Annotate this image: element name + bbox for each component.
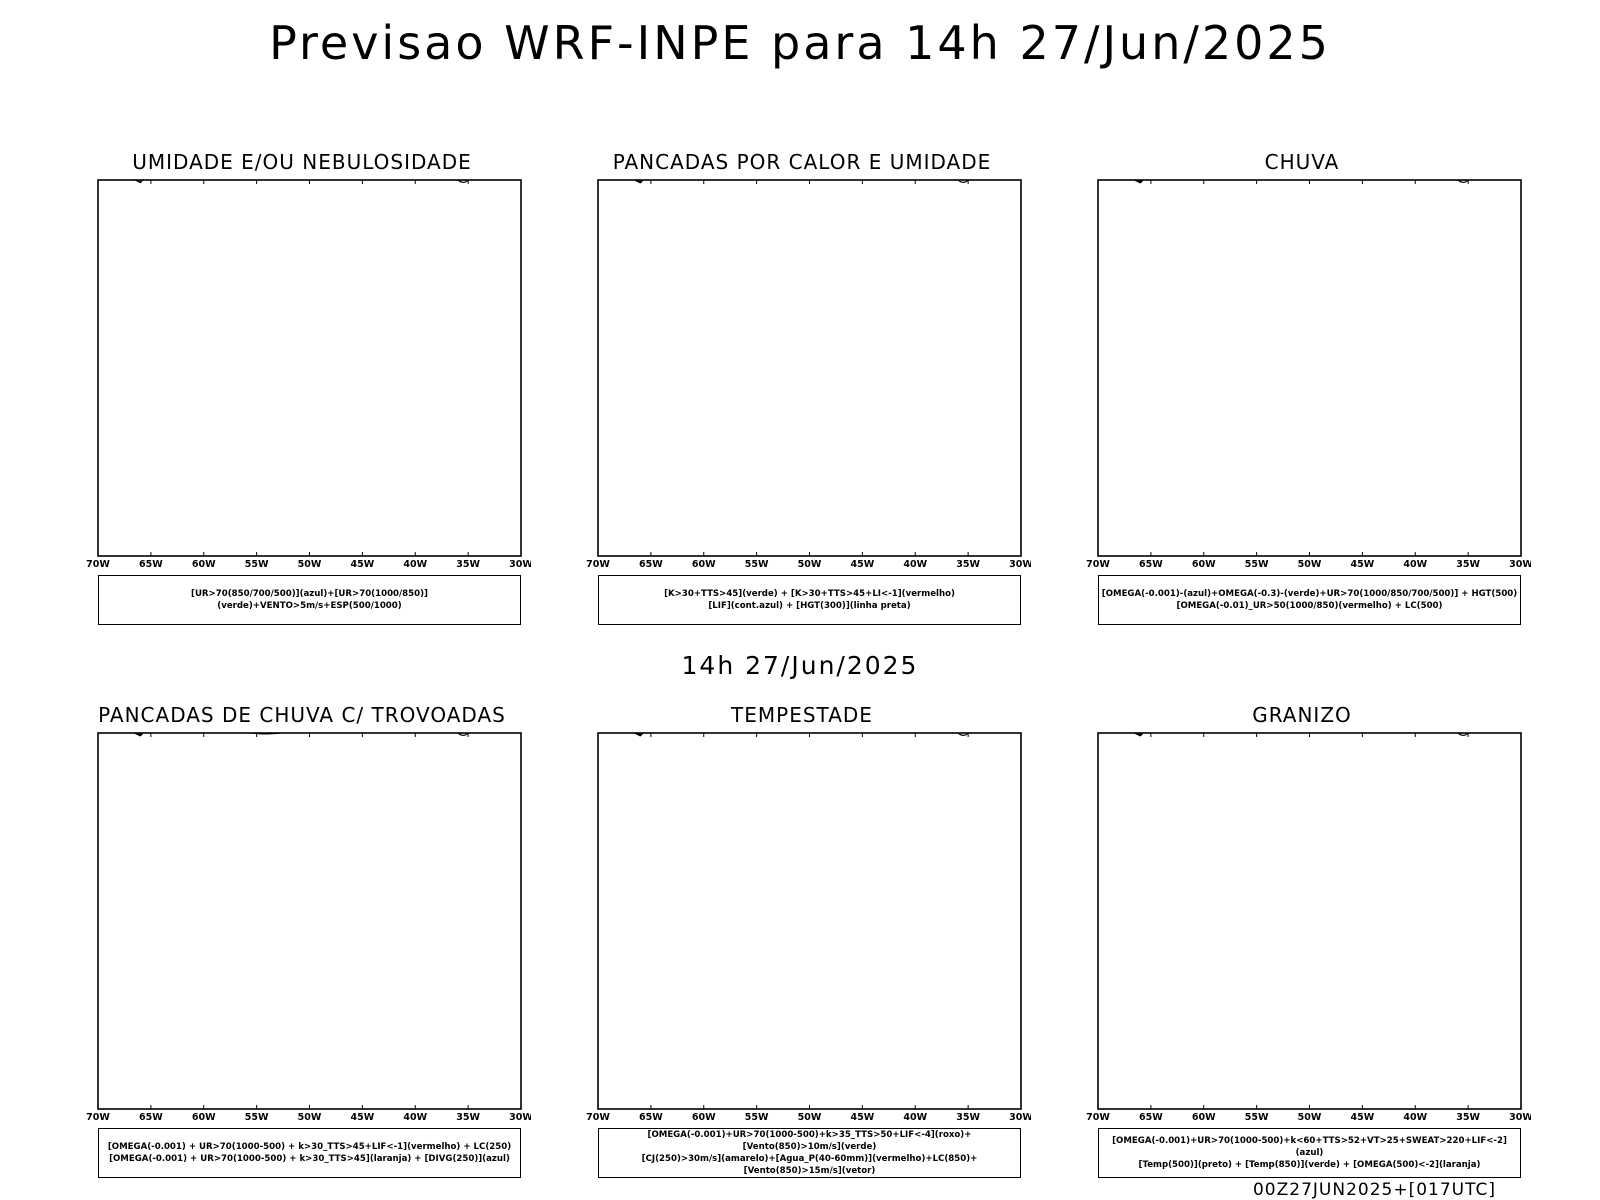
panel-title-umidade: UMIDADE E/OU NEBULOSIDADE xyxy=(132,150,472,174)
lon-tick-label: 70W xyxy=(86,559,110,570)
legend-line: [UR>70(850/700/500)](azul)+[UR>70(1000/8… xyxy=(191,589,428,611)
lon-tick-label: 30W xyxy=(509,1112,531,1123)
lon-tick-label: 35W xyxy=(1456,1112,1480,1123)
lon-tick-label: 65W xyxy=(139,1112,163,1123)
lon-tick-label: 40W xyxy=(1403,1112,1427,1123)
lon-tick-label: 65W xyxy=(1139,559,1163,570)
lon-tick-label: 50W xyxy=(798,559,822,570)
lon-tick-label: 30W xyxy=(509,559,531,570)
legend-box: [OMEGA(-0.001)+UR>70(1000-500)+k<60+TTS>… xyxy=(1098,1128,1521,1178)
lon-tick-label: 35W xyxy=(456,1112,480,1123)
lon-tick-label: 35W xyxy=(956,1112,980,1123)
lon-tick-label: 60W xyxy=(1192,559,1216,570)
legend-box: [K>30+TTS>45](verde) + [K>30+TTS>45+LI<-… xyxy=(598,575,1021,625)
lon-tick-label: 45W xyxy=(1351,1112,1375,1123)
weather-map: 5855825795765735705675645615585555525495… xyxy=(1086,179,1531,570)
lon-tick-label: 45W xyxy=(851,1112,875,1123)
lon-tick-label: 45W xyxy=(351,1112,375,1123)
lon-tick-label: 30W xyxy=(1509,559,1531,570)
lon-tick-label: 45W xyxy=(851,559,875,570)
lon-tick-label: 40W xyxy=(903,559,927,570)
lon-tick-label: 65W xyxy=(139,559,163,570)
lon-tick-label: 70W xyxy=(586,559,610,570)
legend-box: [OMEGA(-0.001)-(azul)+OMEGA(-0.3)-(verde… xyxy=(1098,575,1521,625)
legend-line: [OMEGA(-0.001) + UR>70(1000-500) + k>30_… xyxy=(107,1142,512,1152)
panel-title-granizo: GRANIZO xyxy=(1252,703,1352,727)
lon-tick-label: 70W xyxy=(1086,559,1110,570)
weather-map: 9600960095209440936093609280928092009120… xyxy=(586,179,1031,570)
lon-tick-label: 40W xyxy=(403,559,427,570)
lon-tick-label: 30W xyxy=(1509,1112,1531,1123)
panel-title-chuva: CHUVA xyxy=(1264,150,1340,174)
legend-line: [OMEGA(-0.001)+UR>70(1000-500)+k<60+TTS>… xyxy=(1112,1136,1507,1158)
lon-tick-label: 55W xyxy=(745,559,769,570)
lon-tick-label: 65W xyxy=(1139,1112,1163,1123)
lon-tick-label: 35W xyxy=(456,559,480,570)
lon-tick-label: 60W xyxy=(192,1112,216,1123)
weather-map: 12S15S18S21S24S27S30S33S36S39S42S70W65W6… xyxy=(86,732,531,1123)
lon-tick-label: 60W xyxy=(692,559,716,570)
lon-tick-label: 30W xyxy=(1009,1112,1031,1123)
lon-tick-label: 55W xyxy=(245,559,269,570)
lon-tick-label: 40W xyxy=(903,1112,927,1123)
panel-title-tempestade: TEMPESTADE xyxy=(731,703,873,727)
lon-tick-label: 65W xyxy=(639,559,663,570)
lon-tick-label: 30W xyxy=(1009,559,1031,570)
forecast-time-label: 14h 27/Jun/2025 xyxy=(681,651,919,680)
lon-tick-label: 50W xyxy=(298,559,322,570)
lon-tick-label: 50W xyxy=(298,1112,322,1123)
weather-map: 12S15S18S21S24S27S30S33S36S39S42S70W65W6… xyxy=(586,732,1031,1123)
legend-line: [K>30+TTS>45](verde) + [K>30+TTS>45+LI<-… xyxy=(664,589,955,599)
lon-tick-label: 35W xyxy=(956,559,980,570)
legend-box: [OMEGA(-0.001)+UR>70(1000-500)+k>35_TTS>… xyxy=(598,1128,1021,1178)
legend-box: [OMEGA(-0.001) + UR>70(1000-500) + k>30_… xyxy=(98,1128,521,1178)
lon-tick-label: 70W xyxy=(586,1112,610,1123)
model-run-stamp: 00Z27JUN2025+[017UTC] xyxy=(1252,1180,1496,1200)
lon-tick-label: 50W xyxy=(1298,1112,1322,1123)
lon-tick-label: 50W xyxy=(1298,559,1322,570)
legend-line: [CJ(250)>30m/s](amarelo)+[Agua_P(40-60mm… xyxy=(641,1154,978,1176)
lon-tick-label: 50W xyxy=(798,1112,822,1123)
lon-tick-label: 70W xyxy=(86,1112,110,1123)
weather-map: 1016101610161020102010201012100810165705… xyxy=(86,179,531,570)
lon-tick-label: 35W xyxy=(1456,559,1480,570)
lon-tick-label: 70W xyxy=(1086,1112,1110,1123)
lon-tick-label: 45W xyxy=(1351,559,1375,570)
legend-line: [OMEGA(-0.001) + UR>70(1000-500) + k>30_… xyxy=(109,1154,510,1164)
legend-line: [OMEGA(-0.001)-(azul)+OMEGA(-0.3)-(verde… xyxy=(1101,589,1518,599)
legend-box: [UR>70(850/700/500)](azul)+[UR>70(1000/8… xyxy=(98,575,521,625)
weather-map: -9-12-15-18-21-24-27-30-33-18-21-1215151… xyxy=(1086,732,1531,1123)
lon-tick-label: 60W xyxy=(192,559,216,570)
lon-tick-label: 55W xyxy=(1245,1112,1269,1123)
lon-tick-label: 45W xyxy=(351,559,375,570)
panel-title-pancadas-calor: PANCADAS POR CALOR E UMIDADE xyxy=(612,150,992,174)
lon-tick-label: 40W xyxy=(403,1112,427,1123)
lon-tick-label: 60W xyxy=(1192,1112,1216,1123)
legend-line: [Temp(500)](preto) + [Temp(850)](verde) … xyxy=(1138,1160,1481,1170)
page-title: Previsao WRF-INPE para 14h 27/Jun/2025 xyxy=(269,16,1331,70)
legend-line: [LIF](cont.azul) + [HGT(300)](linha pret… xyxy=(708,601,911,611)
lon-tick-label: 60W xyxy=(692,1112,716,1123)
lon-tick-label: 55W xyxy=(245,1112,269,1123)
panel-title-trovoadas: PANCADAS DE CHUVA C/ TROVOADAS xyxy=(98,703,506,727)
lon-tick-label: 65W xyxy=(639,1112,663,1123)
lon-tick-label: 40W xyxy=(1403,559,1427,570)
legend-line: [OMEGA(-0.01)_UR>50(1000/850)(vermelho) … xyxy=(1176,601,1443,611)
lon-tick-label: 55W xyxy=(745,1112,769,1123)
legend-line: [OMEGA(-0.001)+UR>70(1000-500)+k>35_TTS>… xyxy=(647,1130,972,1152)
lon-tick-label: 55W xyxy=(1245,559,1269,570)
